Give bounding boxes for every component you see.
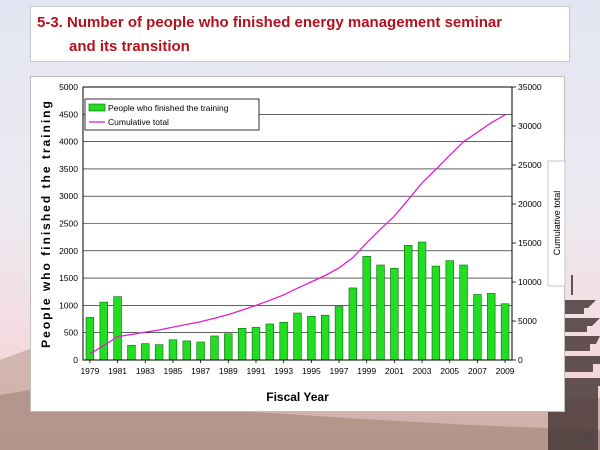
bar (141, 343, 150, 361)
bar (210, 335, 219, 361)
x-tick-label: 1979 (80, 366, 99, 376)
chart-panel: 0 500 1000 1500 2000 2500 3000 3500 4000 4500 5000… (30, 76, 566, 412)
x-tick-label: 2007 (468, 366, 487, 376)
bar (417, 241, 427, 361)
x-tick-label: 1985 (163, 366, 182, 376)
bar (127, 344, 136, 361)
page-number: 29 (580, 433, 592, 444)
y-tick-label: 3000 (59, 191, 78, 201)
legend-line-label: Cumulative total (108, 117, 169, 127)
y2-title-box (547, 160, 566, 287)
bar (265, 323, 274, 361)
slide-title-line-1: 5-3. Number of people who finished energ… (37, 14, 503, 31)
slide-title-line-2: and its transition (69, 38, 190, 55)
bar (251, 326, 261, 361)
x-tick-label: 2003 (413, 366, 432, 376)
x-tick-label: 1991 (247, 366, 266, 376)
x-tick-label: 1995 (302, 366, 321, 376)
bar (307, 316, 316, 361)
x-tick-label: 2005 (440, 366, 459, 376)
y2-tick-label: 0 (518, 355, 523, 365)
bar (224, 333, 233, 361)
x-tick-label: 1983 (136, 366, 155, 376)
bar (390, 267, 399, 361)
bar (154, 344, 164, 361)
y-axis-title: People who finished the training (39, 99, 53, 348)
bar (500, 303, 510, 361)
y-tick-label: 500 (64, 328, 78, 338)
y2-tick-label: 35000 (518, 82, 542, 92)
y-tick-label: 4000 (59, 137, 78, 147)
bar (279, 322, 288, 361)
bar (168, 339, 178, 361)
y-tick-label: 5000 (59, 82, 78, 92)
x-tick-label: 1999 (357, 366, 376, 376)
y2-tick-label: 5000 (518, 316, 537, 326)
y2-tick-label: 20000 (518, 199, 542, 209)
combo-chart: 0 500 1000 1500 2000 2500 3000 3500 4000 4500 5000… (39, 82, 566, 404)
bar (376, 264, 385, 361)
bar (99, 301, 108, 361)
y-tick-label: 2000 (59, 246, 78, 256)
x-tick-label: 1993 (274, 366, 293, 376)
y2-tick-label: 25000 (518, 160, 542, 170)
bar (445, 260, 454, 361)
y-tick-label: 1500 (59, 273, 78, 283)
bar (473, 294, 482, 361)
y2-tick-label: 15000 (518, 238, 542, 248)
y-tick-label: 0 (73, 355, 78, 365)
bar (362, 255, 371, 361)
bar (459, 264, 468, 361)
legend: People who finished the training Cumulati… (84, 98, 260, 131)
y-tick-label: 1000 (59, 300, 78, 310)
x-tick-label: 1997 (330, 366, 349, 376)
y-tick-label: 2500 (59, 219, 78, 229)
plot-frame (82, 86, 513, 361)
y2-tick-label: 30000 (518, 121, 542, 131)
legend-bar-label: People who finished the training (108, 103, 229, 113)
x-tick-label: 1987 (191, 366, 210, 376)
y2-axis-title: Cumulative total (552, 191, 562, 256)
x-axis-title: Fiscal Year (266, 390, 329, 404)
bar (321, 314, 330, 361)
legend-box (84, 98, 260, 131)
y-tick-label: 4500 (59, 109, 78, 119)
bar (237, 328, 247, 361)
bar-series (85, 241, 510, 361)
bar (182, 340, 191, 361)
bar (334, 306, 344, 361)
x-tick-label: 2001 (385, 366, 404, 376)
x-tick-label: 2009 (496, 366, 515, 376)
bar (431, 265, 441, 361)
bar (404, 245, 413, 361)
title-box: 5-3. Number of people who finished energ… (30, 6, 570, 62)
bar (348, 287, 358, 361)
x-tick-label: 1989 (219, 366, 238, 376)
bar (113, 296, 122, 361)
bar (196, 341, 205, 361)
y2-tick-label: 10000 (518, 277, 542, 287)
bar (487, 293, 496, 361)
x-tick-label: 1981 (108, 366, 127, 376)
y-tick-label: 3500 (59, 164, 78, 174)
cumulative-line (89, 114, 506, 355)
legend-bar-swatch (88, 103, 106, 112)
bar (293, 312, 302, 361)
